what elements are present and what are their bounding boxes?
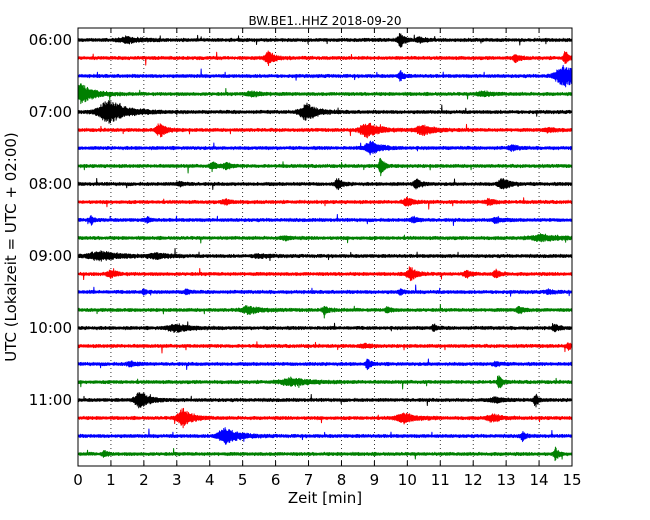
- x-tick-label-9: 9: [370, 471, 380, 489]
- trace-0700: [77, 100, 573, 124]
- x-tick-label-3: 3: [172, 471, 182, 489]
- x-tick-label-8: 8: [337, 471, 347, 489]
- x-tick-label-15: 15: [562, 471, 581, 489]
- x-tick-label-5: 5: [238, 471, 248, 489]
- trace-1030: [77, 358, 573, 371]
- x-tick-label-2: 2: [139, 471, 149, 489]
- y-tick-label-3: 09:00: [29, 247, 72, 265]
- trace-0615: [77, 50, 573, 67]
- trace-0945: [77, 304, 573, 319]
- trace-0900: [77, 248, 573, 262]
- x-tick-label-12: 12: [464, 471, 483, 489]
- trace-0845: [77, 233, 573, 244]
- trace-1045: [77, 375, 573, 390]
- trace-0600: [77, 32, 573, 48]
- x-tick-label-6: 6: [271, 471, 281, 489]
- trace-1145: [77, 446, 573, 462]
- trace-0815: [77, 196, 573, 210]
- x-tick-label-13: 13: [497, 471, 516, 489]
- trace-0730: [77, 140, 573, 156]
- trace-0915: [77, 266, 573, 282]
- x-tick-label-10: 10: [398, 471, 417, 489]
- x-tick-label-4: 4: [205, 471, 215, 489]
- trace-0715: [77, 122, 573, 139]
- traces: [77, 32, 573, 462]
- trace-1000: [77, 321, 573, 333]
- axis-ticks: [77, 28, 573, 466]
- x-tick-label-11: 11: [431, 471, 450, 489]
- y-axis-label: UTC (Lokalzeit = UTC + 02:00): [2, 132, 20, 362]
- trace-0645: [77, 83, 573, 105]
- x-axis-label: Zeit [min]: [288, 489, 362, 507]
- y-tick-labels: 06:00 07:00 08:00 09:00 10:00 11:00: [29, 31, 72, 409]
- trace-1015: [77, 341, 573, 354]
- trace-0830: [77, 213, 573, 226]
- plot-frame: [77, 27, 573, 467]
- trace-0745: [77, 157, 573, 177]
- y-tick-label-4: 10:00: [29, 319, 72, 337]
- x-tick-label-0: 0: [73, 471, 83, 489]
- trace-1100: [77, 392, 573, 409]
- x-tick-label-7: 7: [304, 471, 314, 489]
- trace-0630: [77, 64, 573, 88]
- trace-0930: [77, 284, 573, 297]
- x-tick-label-14: 14: [530, 471, 549, 489]
- trace-1115: [77, 407, 573, 429]
- x-tick-labels: 0 1 2 3 4 5 6 7 8 9 10 11 12 13 14 15: [73, 471, 581, 489]
- x-tick-label-1: 1: [106, 471, 116, 489]
- trace-0800: [77, 177, 573, 191]
- trace-1130: [77, 427, 573, 445]
- y-tick-label-0: 06:00: [29, 31, 72, 49]
- chart-title: BW.BE1..HHZ 2018-09-20: [248, 14, 401, 28]
- y-tick-label-2: 08:00: [29, 175, 72, 193]
- y-tick-label-1: 07:00: [29, 103, 72, 121]
- y-tick-label-5: 11:00: [29, 391, 72, 409]
